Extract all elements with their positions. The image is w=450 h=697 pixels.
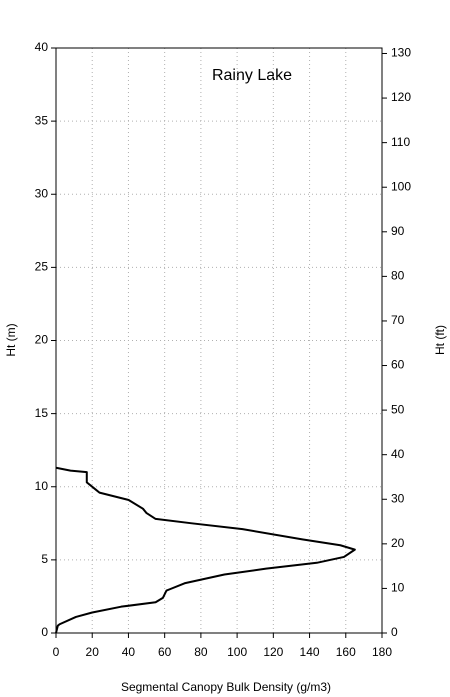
- y-tick-label: 40: [35, 40, 49, 54]
- y2-tick-label: 120: [391, 90, 411, 104]
- y2-tick-label: 90: [391, 224, 405, 238]
- x-tick-label: 160: [336, 645, 356, 659]
- x-tick-label: 120: [263, 645, 283, 659]
- y-tick-label: 5: [41, 552, 48, 566]
- y-axis-label: Ht (m): [4, 323, 18, 356]
- y-tick-label: 30: [35, 186, 49, 200]
- y2-tick-label: 20: [391, 536, 405, 550]
- x-tick-label: 40: [122, 645, 136, 659]
- y2-tick-label: 100: [391, 179, 411, 193]
- y2-tick-label: 110: [391, 135, 410, 149]
- profile-line: [55, 466, 356, 634]
- y-tick-label: 15: [35, 406, 49, 420]
- y2-tick-label: 70: [391, 313, 405, 327]
- y2-tick-label: 30: [391, 491, 405, 505]
- x-tick-label: 180: [372, 645, 392, 659]
- y-tick-label: 0: [41, 625, 48, 639]
- x-axis-label: Segmental Canopy Bulk Density (g/m3): [121, 680, 331, 694]
- y2-tick-label: 130: [391, 46, 411, 60]
- x-tick-label: 100: [227, 645, 247, 659]
- plot-frame: [55, 47, 383, 634]
- x-tick-label: 60: [158, 645, 172, 659]
- y-tick-label: 25: [35, 260, 49, 274]
- x-tick-label: 20: [86, 645, 100, 659]
- y2-axis-label: Ht (ft): [433, 325, 447, 355]
- y2-tick-label: 60: [391, 358, 405, 372]
- x-tick-label: 0: [53, 645, 60, 659]
- y2-tick-label: 0: [391, 625, 398, 639]
- y-tick-label: 10: [35, 479, 49, 493]
- x-tick-label: 140: [300, 645, 320, 659]
- y-tick-label: 20: [35, 333, 49, 347]
- y2-tick-label: 50: [391, 402, 405, 416]
- y2-tick-label: 80: [391, 269, 405, 283]
- chart-title: Rainy Lake: [212, 67, 292, 84]
- x-tick-label: 80: [194, 645, 208, 659]
- y-tick-label: 35: [35, 113, 49, 127]
- y2-tick-label: 40: [391, 447, 405, 461]
- y2-tick-label: 10: [391, 581, 405, 595]
